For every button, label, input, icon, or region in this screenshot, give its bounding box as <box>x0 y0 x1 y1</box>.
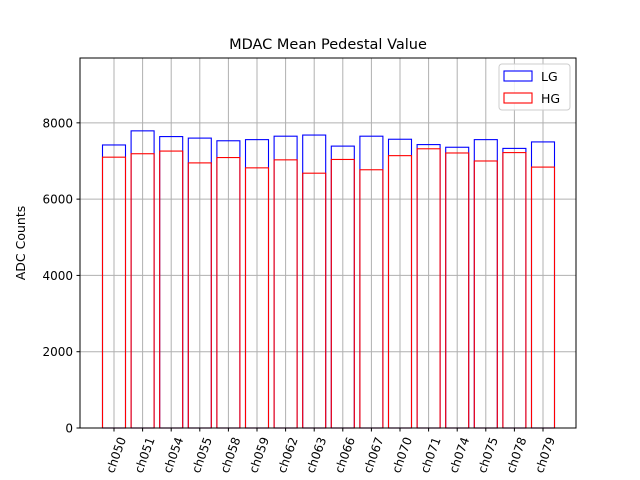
bar-hg-ch070 <box>387 155 413 429</box>
bar-hg-ch054 <box>159 150 184 429</box>
y-tick-label: 2000 <box>42 345 73 359</box>
legend-label-hg: HG <box>541 91 560 106</box>
bar-hg-ch051 <box>130 153 155 429</box>
y-tick-label: 8000 <box>42 116 73 130</box>
bar-hg-ch059 <box>244 167 270 429</box>
y-axis-label: ADC Counts <box>13 206 28 281</box>
bar-hg-ch071 <box>416 148 441 429</box>
bar-hg-ch074 <box>445 152 470 429</box>
bar-hg-ch058 <box>216 157 241 429</box>
bar-hg-ch066 <box>330 158 355 429</box>
grid-layer <box>80 58 576 429</box>
legend-label-lg: LG <box>541 69 558 84</box>
legend-swatch-hg <box>503 92 533 104</box>
y-tick-label: 6000 <box>42 193 73 207</box>
legend: LG HG <box>498 63 571 111</box>
chart-title: MDAC Mean Pedestal Value <box>229 37 427 53</box>
bar-hg-ch075 <box>473 160 498 429</box>
bar-hg-ch063 <box>302 172 327 429</box>
plot-frame <box>79 57 577 429</box>
bar-hg-ch050 <box>101 156 127 429</box>
legend-swatch-lg <box>503 70 533 82</box>
y-tick-label: 0 <box>65 422 73 436</box>
bar-hg-ch067 <box>359 169 384 429</box>
bar-hg-ch062 <box>273 159 298 429</box>
bar-hg-ch078 <box>502 152 527 429</box>
bar-hg-ch079 <box>530 166 556 429</box>
y-tick-label: 4000 <box>42 269 73 283</box>
bar-hg-ch055 <box>187 162 212 429</box>
